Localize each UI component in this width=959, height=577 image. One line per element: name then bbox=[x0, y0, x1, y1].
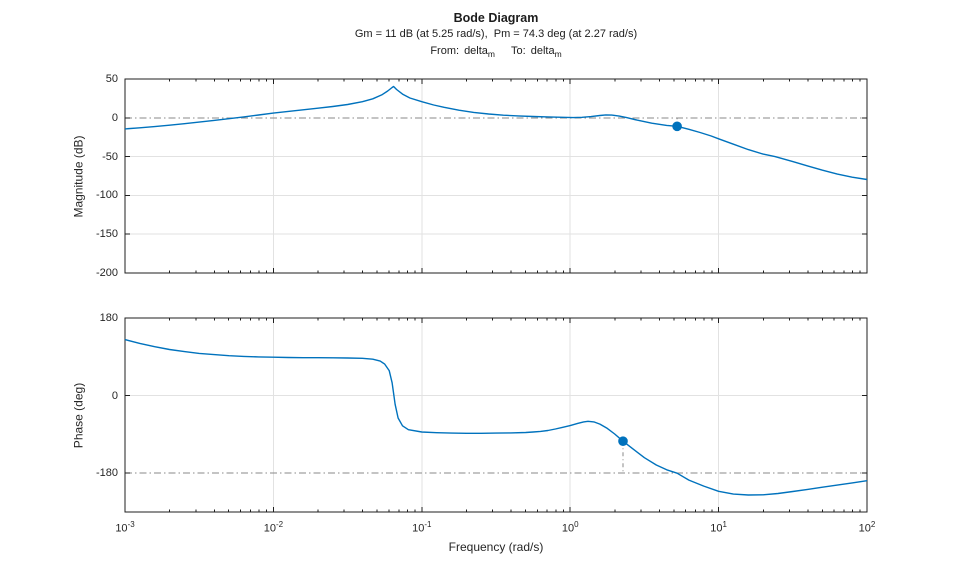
magnitude-plot-box bbox=[124, 78, 868, 274]
x-tick-label: 10-3 bbox=[115, 520, 135, 535]
magnitude-subplot bbox=[124, 78, 868, 274]
x-tick-label: 10-1 bbox=[412, 520, 432, 535]
phase-plot-box bbox=[124, 317, 868, 513]
io-from-signal-subscript: m bbox=[487, 49, 496, 60]
magnitude-tick-label: 50 bbox=[105, 73, 118, 85]
y-axis-label-magnitude: Magnitude (dB) bbox=[71, 135, 86, 218]
y-axis-label-phase: Phase (deg) bbox=[71, 382, 86, 449]
x-tick-label: 102 bbox=[858, 520, 876, 535]
magnitude-tick-label: -200 bbox=[95, 267, 118, 279]
io-to-signal-subscript: m bbox=[554, 49, 562, 60]
io-from-signal: delta bbox=[464, 45, 488, 57]
magnitude-tick-label: -100 bbox=[95, 189, 118, 202]
magnitude-tick-label: -50 bbox=[102, 150, 118, 163]
figure-title: Bode Diagram bbox=[453, 11, 539, 25]
x-tick-label: 100 bbox=[561, 520, 579, 535]
magnitude-curve bbox=[124, 85, 868, 181]
io-to-signal: delta bbox=[530, 45, 555, 57]
x-tick-label: 10-2 bbox=[263, 520, 284, 535]
magnitude-tick-label: -150 bbox=[95, 228, 118, 241]
figure-io-line: From: deltam To: deltam bbox=[125, 45, 867, 59]
io-to-label: To: bbox=[511, 45, 526, 57]
x-axis-label: Frequency (rad/s) bbox=[448, 540, 544, 554]
io-from-label: From: bbox=[430, 45, 460, 57]
phase-tick-label: 180 bbox=[99, 312, 118, 324]
gain-margin-marker bbox=[672, 121, 682, 132]
phase-subplot bbox=[124, 317, 868, 513]
phase-curve bbox=[124, 338, 868, 496]
x-tick-label: 101 bbox=[710, 520, 727, 535]
figure-subtitle: Gm = 11 dB (at 5.25 rad/s), Pm = 74.3 de… bbox=[354, 28, 638, 40]
phase-tick-label: 0 bbox=[111, 389, 118, 402]
phase-margin-marker bbox=[618, 436, 628, 447]
magnitude-tick-label: 0 bbox=[111, 111, 118, 124]
phase-tick-label: -180 bbox=[95, 467, 118, 480]
